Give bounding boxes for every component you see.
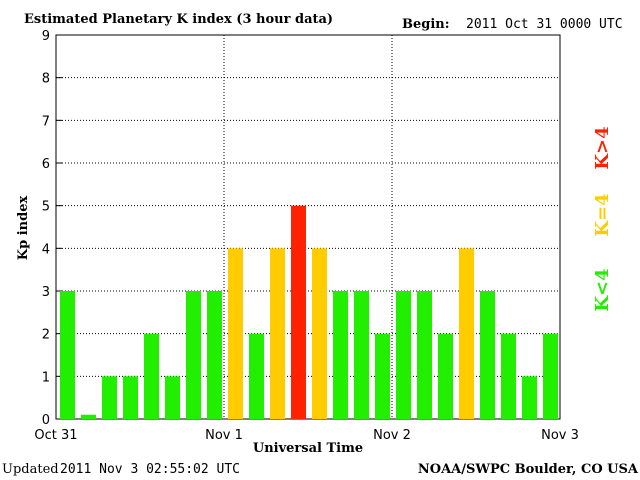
kp-bar [81,414,96,419]
x-axis-label: Universal Time [253,441,363,456]
kp-bar [249,333,264,419]
x-tick-label: Nov 3 [541,428,579,443]
kp-bar [270,248,285,419]
kp-bar [228,248,243,419]
kp-bar [354,291,369,419]
updated-label: Updated [2,462,59,477]
kp-bar [417,291,432,419]
kp-bar [291,205,306,419]
y-tick-label: 1 [42,370,50,385]
kp-bar [438,333,453,419]
begin-value: 2011 Oct 31 0000 UTC [466,17,623,32]
x-tick-labels: Oct 31 Nov 1 Nov 2 Nov 3 [34,428,578,443]
kp-bar [186,291,201,419]
kp-bar [501,333,516,419]
kp-bar [543,333,558,419]
x-tick-label: Nov 2 [373,428,411,443]
plot-frame [55,34,561,420]
y-axis-label: Kp index [16,196,31,261]
y-tick-label: 0 [42,413,50,428]
kp-bar [459,248,474,419]
y-tick-label: 9 [42,29,50,44]
source-credit: NOAA/SWPC Boulder, CO USA [418,462,639,477]
y-tick-label: 8 [42,72,50,87]
x-tick-label: Oct 31 [34,428,77,443]
kp-bar [396,291,411,419]
legend-k-above-4: K>4 [592,126,613,169]
kp-bar [165,376,180,419]
kp-bar [480,291,495,419]
y-tick-label: 5 [42,200,50,215]
y-tick-label: 2 [42,328,50,343]
legend-k-equal-4: K=4 [592,193,613,236]
bars [60,205,558,419]
legend-k-below-4: K<4 [592,268,613,311]
updated-value: 2011 Nov 3 02:55:02 UTC [60,462,240,477]
kp-bar [375,333,390,419]
y-tick-label: 4 [42,242,50,257]
kp-bar [522,376,537,419]
x-tick-label: Nov 1 [205,428,243,443]
kp-bar [123,376,138,419]
kp-bar [207,291,222,419]
y-tick-label: 3 [42,285,50,300]
kp-bar [60,291,75,419]
kp-bar [333,291,348,419]
begin-label: Begin: [402,17,450,32]
kp-bar [102,376,117,419]
kp-bar [144,333,159,419]
y-tick-labels: 0 1 2 3 4 5 6 7 8 9 [42,29,50,428]
y-tick-label: 6 [42,157,50,172]
grid-lines [56,34,560,420]
y-tick-label: 7 [42,114,50,129]
chart-title: Estimated Planetary K index (3 hour data… [24,12,333,27]
kp-bar [312,248,327,419]
